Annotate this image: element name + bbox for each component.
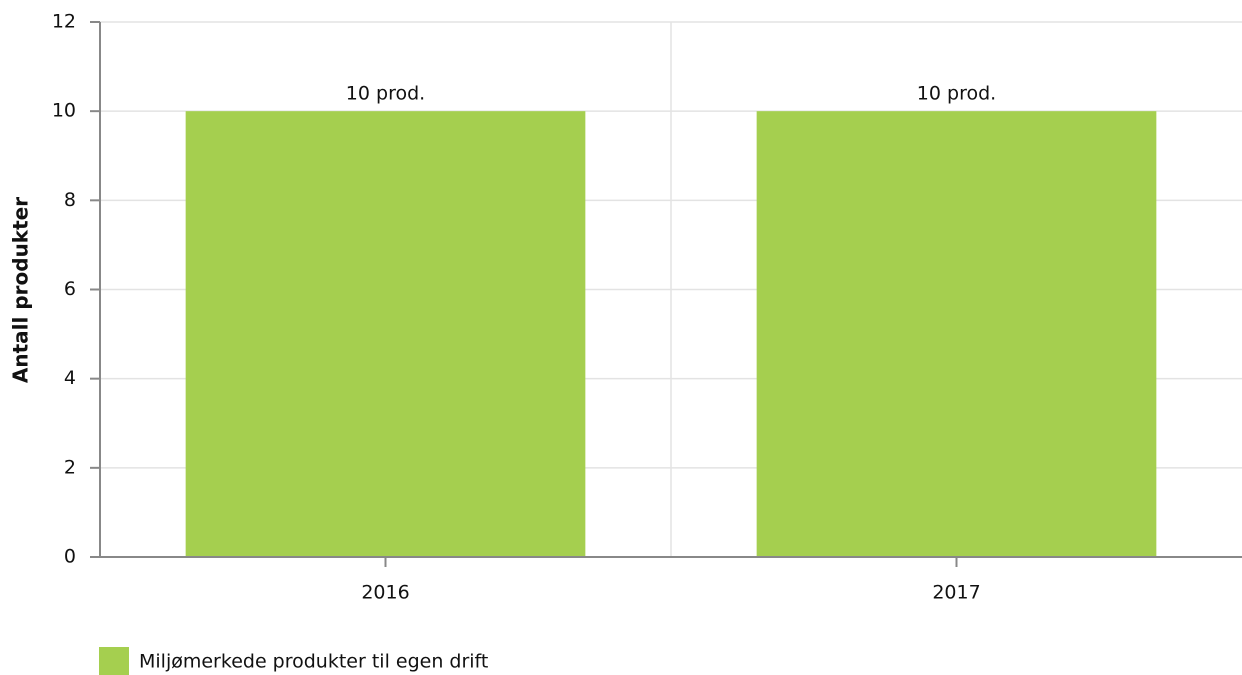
y-tick-label: 6 bbox=[64, 278, 76, 300]
legend-label: Miljømerkede produkter til egen drift bbox=[139, 651, 488, 673]
data-label: 10 prod. bbox=[346, 83, 425, 105]
legend-swatch bbox=[99, 647, 129, 675]
bar bbox=[756, 111, 1157, 558]
data-label: 10 prod. bbox=[917, 83, 996, 105]
y-tick-label: 2 bbox=[64, 456, 76, 478]
x-tick-label: 2017 bbox=[932, 582, 980, 604]
y-tick-label: 4 bbox=[64, 367, 76, 389]
y-tick-label: 12 bbox=[52, 11, 76, 33]
x-tick-label: 2016 bbox=[361, 582, 409, 604]
y-tick-label: 10 bbox=[52, 100, 76, 122]
y-tick-label: 0 bbox=[64, 546, 76, 568]
y-axis-label: Antall produkter bbox=[9, 197, 33, 383]
y-tick-label: 8 bbox=[64, 189, 76, 211]
bar bbox=[185, 111, 586, 558]
